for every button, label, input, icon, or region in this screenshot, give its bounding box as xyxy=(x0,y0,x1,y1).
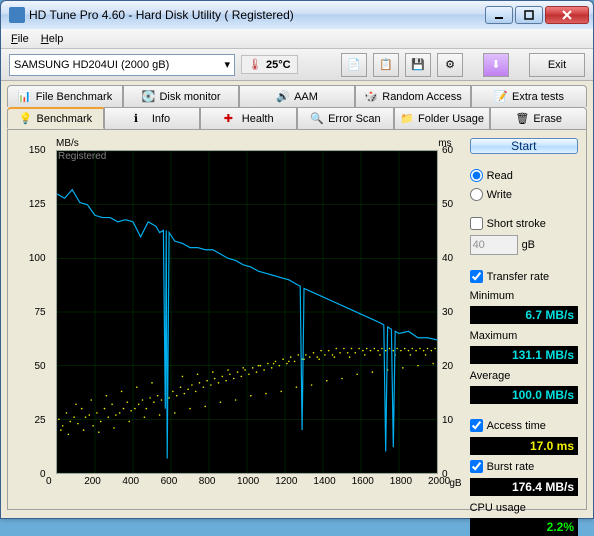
menubar: File Help xyxy=(1,29,593,49)
min-label: Minimum xyxy=(470,290,578,302)
y1-axis-label: MB/s xyxy=(56,138,79,149)
stroke-unit: gB xyxy=(522,239,535,251)
maximize-button[interactable] xyxy=(515,6,543,24)
radio-write[interactable]: Write xyxy=(470,187,578,202)
menu-help[interactable]: Help xyxy=(35,31,70,47)
chart-canvas xyxy=(56,150,438,474)
tab-error-scan[interactable]: 🔍Error Scan xyxy=(297,107,394,129)
arrow-down-icon: ⬇ xyxy=(491,58,500,71)
avg-label: Average xyxy=(470,370,578,382)
minimize-tray-button[interactable]: ⬇ xyxy=(483,53,509,77)
drive-select[interactable]: SAMSUNG HD204UI (2000 gB) ▾ xyxy=(9,54,235,76)
extra-tests-icon: 📝 xyxy=(494,90,508,104)
tab-health[interactable]: ✚Health xyxy=(200,107,297,129)
menu-file[interactable]: File xyxy=(5,31,35,47)
app-window: HD Tune Pro 4.60 - Hard Disk Utility ( R… xyxy=(0,0,594,519)
watermark: Registered xyxy=(58,151,106,162)
close-button[interactable] xyxy=(545,6,589,24)
save-button[interactable]: 💾 xyxy=(405,53,431,77)
check-transfer-rate[interactable]: Transfer rate xyxy=(470,269,578,284)
max-label: Maximum xyxy=(470,330,578,342)
check-burst-rate[interactable]: Burst rate xyxy=(470,459,578,474)
folder-icon: 📁 xyxy=(400,112,414,126)
toolbar: SAMSUNG HD204UI (2000 gB) ▾ 🌡 25°C 📄 📋 💾… xyxy=(1,49,593,81)
copy-info-button[interactable]: 📄 xyxy=(341,53,367,77)
benchmark-icon: 💡 xyxy=(19,112,33,126)
tab-erase[interactable]: 🗑Erase xyxy=(490,107,587,129)
radio-read[interactable]: Read xyxy=(470,168,578,183)
cpu-value: 2.2% xyxy=(470,518,578,536)
titlebar[interactable]: HD Tune Pro 4.60 - Hard Disk Utility ( R… xyxy=(1,1,593,29)
burst-value: 176.4 MB/s xyxy=(470,478,578,496)
document-icon: 📄 xyxy=(347,58,361,71)
clipboard-icon: 📋 xyxy=(379,58,393,71)
disk-monitor-icon: 💽 xyxy=(141,90,155,104)
app-icon xyxy=(9,7,25,23)
tab-benchmark[interactable]: 💡Benchmark xyxy=(7,107,104,129)
drive-select-text: SAMSUNG HD204UI (2000 gB) xyxy=(14,59,169,71)
x-axis-unit: gB xyxy=(449,478,461,489)
temperature-value: 25°C xyxy=(266,59,291,71)
access-value: 17.0 ms xyxy=(470,437,578,455)
benchmark-panel: Registered MB/s ms 0255075100125150 0102… xyxy=(7,129,587,510)
tab-folder-usage[interactable]: 📁Folder Usage xyxy=(394,107,491,129)
short-stroke-input xyxy=(470,235,518,255)
tab-disk-monitor[interactable]: 💽Disk monitor xyxy=(123,85,239,107)
tab-file-benchmark[interactable]: 📊File Benchmark xyxy=(7,85,123,107)
error-scan-icon: 🔍 xyxy=(310,112,324,126)
options-button[interactable]: ⚙ xyxy=(437,53,463,77)
check-short-stroke[interactable]: Short stroke xyxy=(470,216,578,231)
random-access-icon: 🎲 xyxy=(364,90,378,104)
content-area: 📊File Benchmark 💽Disk monitor 🔊AAM 🎲Rand… xyxy=(1,81,593,518)
side-panel: Start Read Write Short stroke gB Transfe… xyxy=(470,138,578,501)
tab-random-access[interactable]: 🎲Random Access xyxy=(355,85,471,107)
chart-area: Registered MB/s ms 0255075100125150 0102… xyxy=(16,138,462,501)
temperature: 🌡 25°C xyxy=(241,55,298,74)
minimize-button[interactable] xyxy=(485,6,513,24)
tab-row-1: 📊File Benchmark 💽Disk monitor 🔊AAM 🎲Rand… xyxy=(7,85,587,107)
min-value: 6.7 MB/s xyxy=(470,306,578,324)
tab-aam[interactable]: 🔊AAM xyxy=(239,85,355,107)
file-benchmark-icon: 📊 xyxy=(18,90,32,104)
window-title: HD Tune Pro 4.60 - Hard Disk Utility ( R… xyxy=(29,8,485,22)
tab-extra-tests[interactable]: 📝Extra tests xyxy=(471,85,587,107)
check-access-time[interactable]: Access time xyxy=(470,418,578,433)
avg-value: 100.0 MB/s xyxy=(470,386,578,404)
health-icon: ✚ xyxy=(224,112,238,126)
thermometer-icon: 🌡 xyxy=(248,58,262,71)
tab-row-2: 💡Benchmark ℹInfo ✚Health 🔍Error Scan 📁Fo… xyxy=(7,107,587,129)
floppy-icon: 💾 xyxy=(411,58,425,71)
info-icon: ℹ xyxy=(134,112,148,126)
erase-icon: 🗑 xyxy=(515,112,529,126)
exit-button[interactable]: Exit xyxy=(529,53,585,77)
copy-screenshot-button[interactable]: 📋 xyxy=(373,53,399,77)
tab-info[interactable]: ℹInfo xyxy=(104,107,201,129)
max-value: 131.1 MB/s xyxy=(470,346,578,364)
aam-icon: 🔊 xyxy=(276,90,290,104)
gear-icon: ⚙ xyxy=(445,58,455,71)
start-button[interactable]: Start xyxy=(470,138,578,154)
cpu-label: CPU usage xyxy=(470,502,578,514)
dropdown-icon: ▾ xyxy=(224,58,230,71)
